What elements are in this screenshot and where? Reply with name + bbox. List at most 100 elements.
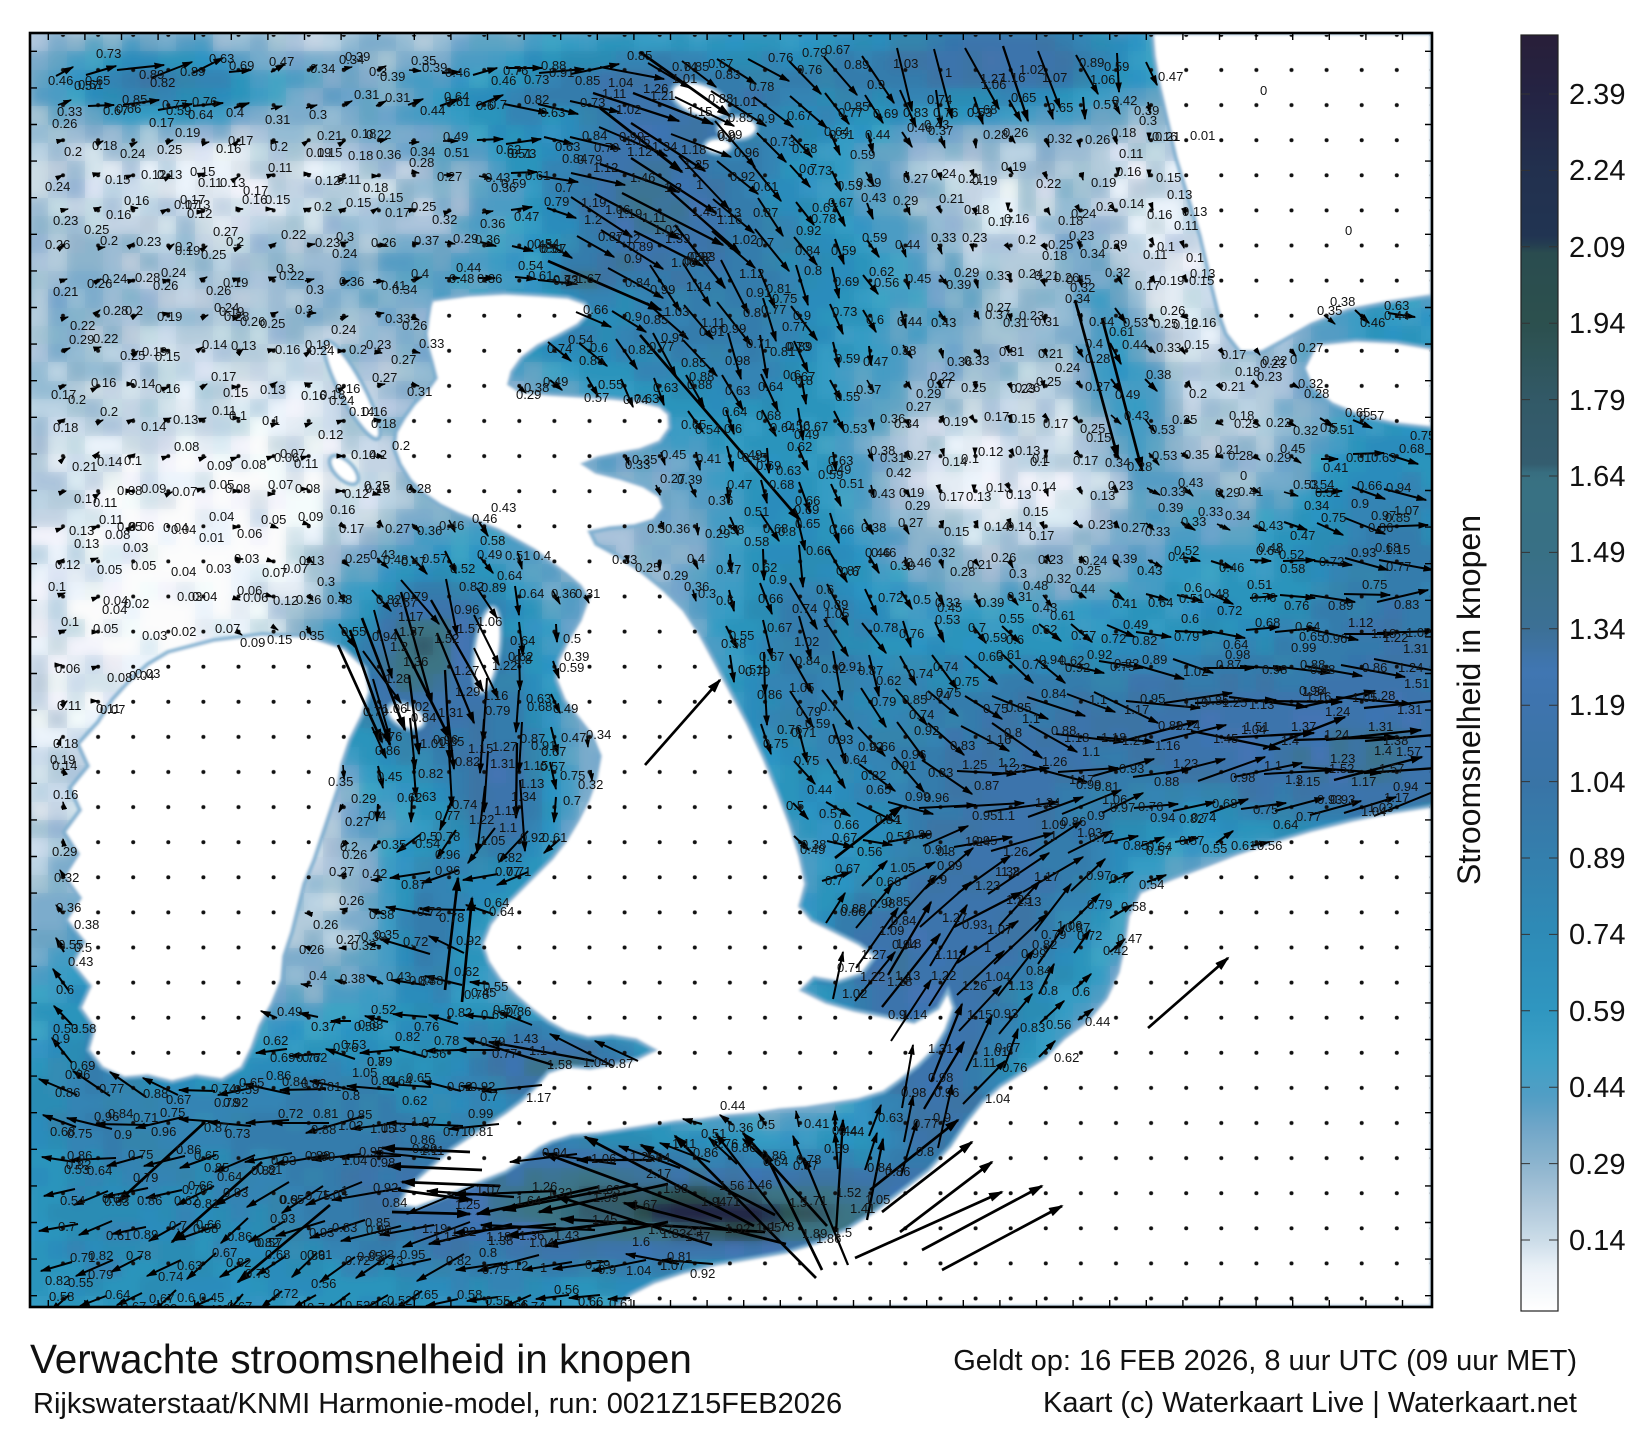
svg-text:0.26: 0.26	[240, 314, 265, 329]
svg-text:0.04: 0.04	[163, 520, 188, 535]
svg-text:0.58: 0.58	[193, 1221, 218, 1236]
svg-text:0.54: 0.54	[222, 1302, 247, 1317]
svg-text:0.78: 0.78	[126, 1248, 151, 1263]
svg-text:0.04: 0.04	[209, 509, 234, 524]
svg-text:0.06: 0.06	[243, 590, 268, 605]
svg-text:0.04: 0.04	[103, 593, 128, 608]
svg-text:0.81: 0.81	[194, 1196, 219, 1211]
svg-text:0.75: 0.75	[67, 1126, 92, 1141]
svg-text:0.17: 0.17	[74, 491, 99, 506]
svg-text:0.11: 0.11	[99, 512, 123, 527]
svg-text:0.12: 0.12	[187, 206, 212, 221]
svg-text:0.19: 0.19	[142, 344, 167, 359]
svg-text:0.11: 0.11	[268, 160, 292, 175]
svg-text:0.07: 0.07	[100, 702, 125, 717]
svg-text:0.08: 0.08	[241, 457, 266, 472]
svg-text:0.69: 0.69	[229, 58, 254, 73]
svg-text:0.74: 0.74	[211, 1081, 236, 1096]
svg-text:0.14: 0.14	[202, 337, 227, 352]
svg-text:0.65: 0.65	[239, 1075, 264, 1090]
svg-text:0.47: 0.47	[269, 54, 294, 69]
svg-text:0.03: 0.03	[206, 561, 231, 576]
svg-text:0.24: 0.24	[102, 271, 127, 286]
svg-text:0.2: 0.2	[270, 139, 288, 154]
svg-text:0.1: 0.1	[262, 413, 280, 428]
svg-text:0.11: 0.11	[212, 403, 236, 418]
svg-text:0.23: 0.23	[53, 213, 78, 228]
svg-text:0.16: 0.16	[124, 193, 149, 208]
svg-text:0.21: 0.21	[53, 284, 78, 299]
svg-text:0.17: 0.17	[174, 197, 199, 212]
svg-text:0.16: 0.16	[242, 192, 267, 207]
svg-text:0.15: 0.15	[155, 349, 180, 364]
svg-text:0.21: 0.21	[72, 459, 97, 474]
svg-text:0.26: 0.26	[87, 276, 112, 291]
svg-text:0.1: 0.1	[48, 579, 66, 594]
svg-text:0.19: 0.19	[175, 243, 200, 258]
svg-text:0.18: 0.18	[53, 736, 78, 751]
svg-text:0.26: 0.26	[52, 116, 77, 131]
svg-text:0.77: 0.77	[99, 1081, 124, 1096]
svg-text:0.73: 0.73	[245, 1266, 270, 1281]
svg-text:0.12: 0.12	[273, 593, 298, 608]
svg-text:0.26: 0.26	[153, 278, 178, 293]
svg-text:0.1: 0.1	[229, 408, 247, 423]
svg-text:0.78: 0.78	[214, 1095, 239, 1110]
svg-text:0.62: 0.62	[263, 1033, 288, 1048]
svg-text:0.63: 0.63	[209, 51, 234, 66]
svg-text:0.05: 0.05	[209, 477, 234, 492]
svg-text:0.82: 0.82	[66, 1157, 91, 1172]
svg-text:0.57: 0.57	[74, 78, 99, 93]
svg-text:0.65: 0.65	[85, 73, 110, 88]
svg-text:0.05: 0.05	[261, 512, 286, 527]
svg-text:0.36: 0.36	[56, 900, 81, 915]
svg-text:0.08: 0.08	[174, 439, 199, 454]
svg-text:0.17: 0.17	[149, 115, 174, 130]
svg-text:0.82: 0.82	[150, 75, 175, 90]
svg-text:0.11: 0.11	[198, 175, 222, 190]
svg-text:0.22: 0.22	[281, 227, 306, 242]
svg-text:0.5: 0.5	[74, 940, 92, 955]
svg-text:0.49: 0.49	[198, 1302, 223, 1317]
svg-text:0.04: 0.04	[129, 668, 154, 683]
svg-text:0.17: 0.17	[243, 183, 268, 198]
svg-text:0.24: 0.24	[214, 300, 239, 315]
svg-text:0.9: 0.9	[280, 1192, 298, 1207]
svg-text:0.81: 0.81	[257, 1162, 282, 1177]
svg-text:0.73: 0.73	[96, 46, 121, 61]
svg-text:0.04: 0.04	[171, 522, 196, 537]
svg-text:0.11: 0.11	[96, 701, 120, 716]
svg-text:0.76: 0.76	[192, 94, 217, 109]
svg-text:0.03: 0.03	[123, 540, 148, 555]
svg-text:0.14: 0.14	[97, 454, 122, 469]
svg-text:0.24: 0.24	[45, 179, 70, 194]
svg-text:0.84: 0.84	[108, 1106, 133, 1121]
svg-text:0.13: 0.13	[74, 536, 99, 551]
svg-text:0.06: 0.06	[129, 519, 154, 534]
svg-text:0.96: 0.96	[151, 1124, 176, 1139]
svg-text:0.82: 0.82	[226, 1255, 251, 1270]
svg-text:0.05: 0.05	[97, 562, 122, 577]
svg-text:0.1: 0.1	[61, 614, 79, 629]
svg-text:0.2: 0.2	[100, 404, 118, 419]
svg-text:0.15: 0.15	[190, 164, 215, 179]
svg-text:0.28: 0.28	[135, 270, 160, 285]
svg-text:0.79: 0.79	[88, 1267, 113, 1282]
svg-text:0.4: 0.4	[226, 105, 244, 120]
svg-text:0.09: 0.09	[240, 635, 265, 650]
svg-text:0.71: 0.71	[70, 1250, 95, 1265]
svg-text:0.82: 0.82	[251, 1163, 276, 1178]
svg-text:0.62: 0.62	[174, 1193, 199, 1208]
svg-text:0.13: 0.13	[185, 197, 210, 212]
svg-text:0.05: 0.05	[93, 621, 118, 636]
svg-text:0.31: 0.31	[265, 112, 290, 127]
svg-text:0.05: 0.05	[131, 558, 156, 573]
svg-text:0.13: 0.13	[157, 167, 182, 182]
svg-text:0.67: 0.67	[212, 1245, 237, 1260]
svg-text:0.67: 0.67	[166, 1092, 191, 1107]
svg-text:0.23: 0.23	[136, 234, 161, 249]
svg-text:0.59: 0.59	[234, 1082, 259, 1097]
svg-text:0.6: 0.6	[177, 1290, 195, 1305]
svg-text:0.68: 0.68	[152, 1301, 177, 1316]
svg-text:0.72: 0.72	[278, 1106, 303, 1121]
